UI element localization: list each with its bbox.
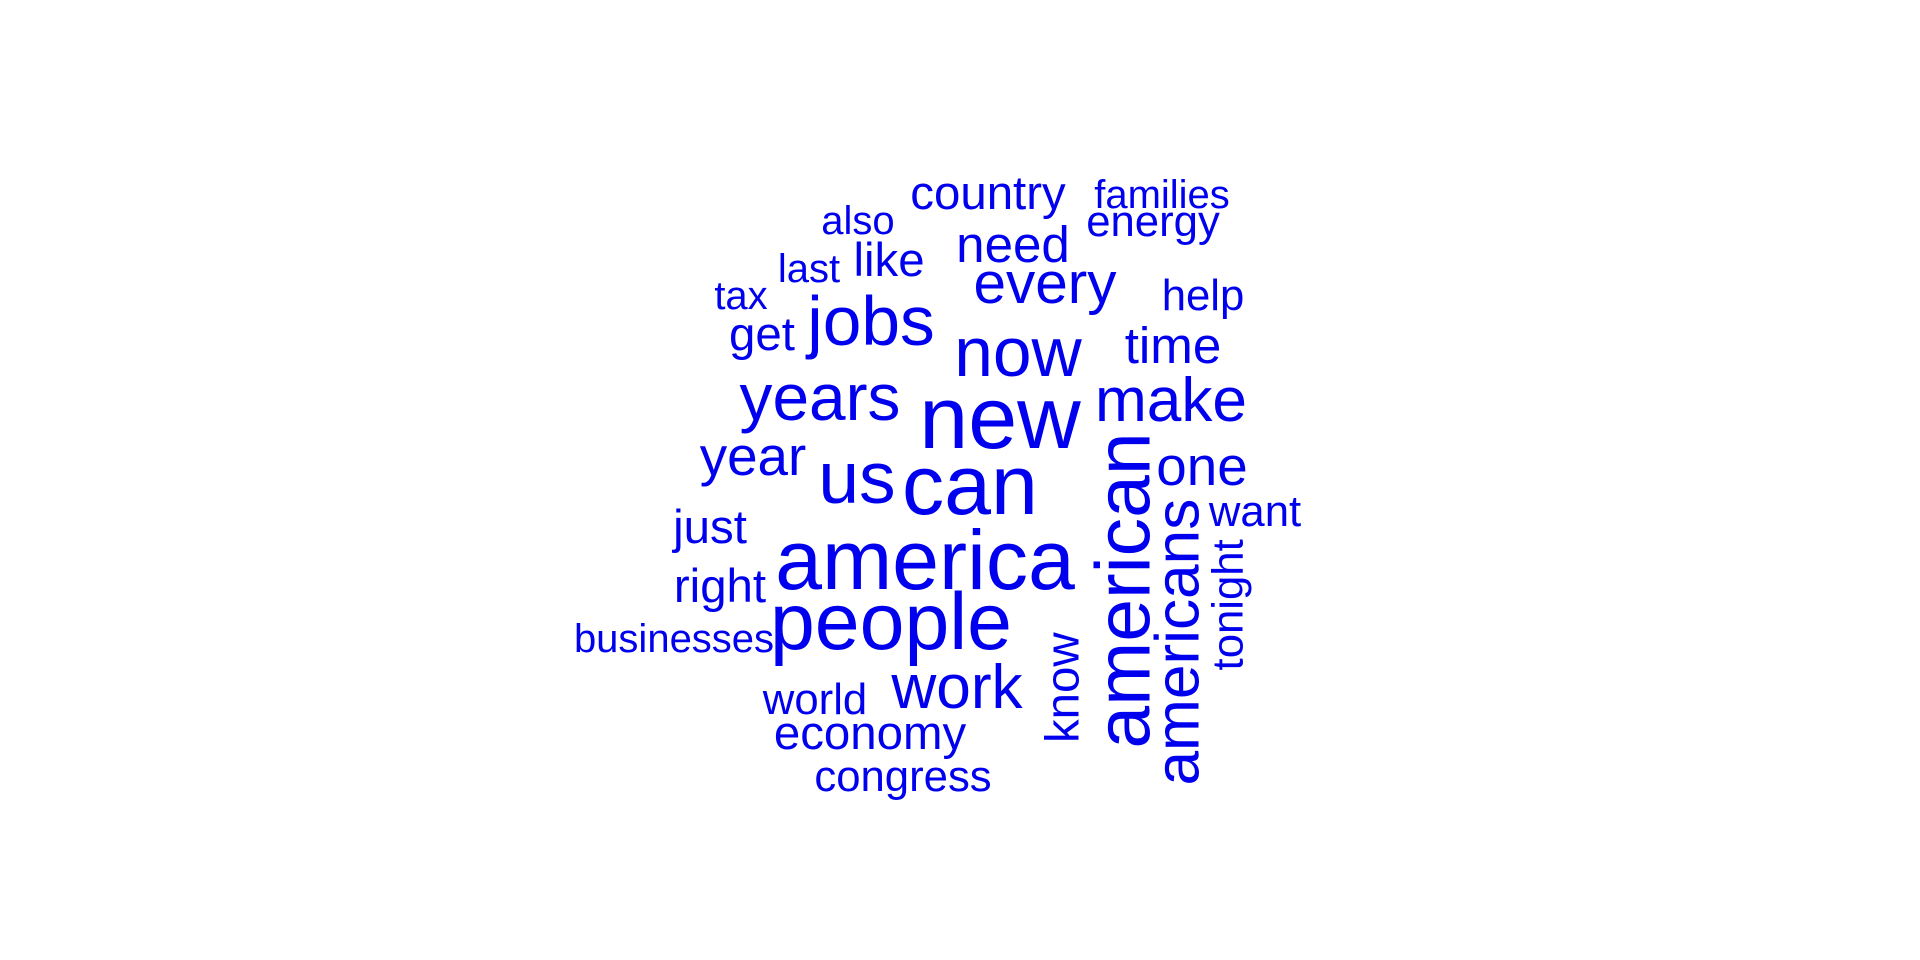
word: help	[1161, 271, 1245, 321]
word: country	[910, 167, 1066, 221]
word: like	[853, 234, 925, 288]
word: jobs	[807, 282, 935, 361]
word: tax	[714, 274, 768, 318]
word: last	[777, 247, 841, 291]
word: make	[1094, 365, 1248, 435]
word: energy	[1086, 197, 1220, 247]
word: people	[769, 576, 1013, 667]
word: america	[775, 512, 1075, 607]
word: businesses	[573, 617, 775, 661]
word: work	[891, 652, 1023, 722]
word: every	[973, 250, 1117, 316]
word: also	[821, 199, 895, 243]
word: one	[1156, 434, 1248, 497]
word: can	[902, 437, 1038, 532]
word: time	[1124, 317, 1222, 375]
word: know	[1036, 632, 1090, 744]
word: families	[1094, 173, 1230, 217]
word: need	[956, 216, 1070, 274]
word: americans	[1142, 498, 1212, 786]
word: right	[673, 560, 767, 614]
word: years	[739, 360, 901, 435]
word: tonight	[1204, 539, 1254, 671]
word: us	[818, 437, 896, 520]
word: year	[699, 424, 807, 487]
word: just	[673, 501, 747, 555]
word: new	[919, 368, 1081, 467]
word: get	[729, 308, 795, 362]
word: want	[1208, 487, 1302, 537]
word: economy	[773, 707, 967, 761]
word: now	[954, 313, 1082, 392]
word: world	[762, 675, 868, 725]
word: congress	[814, 752, 992, 802]
